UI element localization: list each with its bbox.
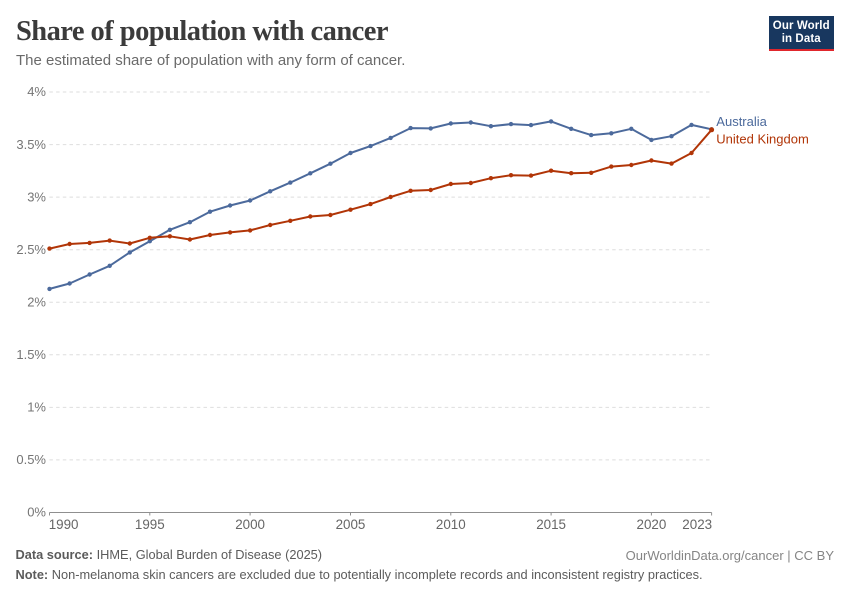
svg-text:2005: 2005 <box>336 517 366 532</box>
svg-text:Australia: Australia <box>716 114 767 129</box>
svg-text:2%: 2% <box>27 294 46 309</box>
svg-text:2010: 2010 <box>436 517 466 532</box>
svg-text:2023: 2023 <box>682 517 712 532</box>
svg-text:2000: 2000 <box>235 517 265 532</box>
svg-text:4%: 4% <box>27 84 46 99</box>
svg-text:United Kingdom: United Kingdom <box>716 132 809 147</box>
svg-text:2.5%: 2.5% <box>16 242 46 257</box>
svg-text:2015: 2015 <box>536 517 566 532</box>
svg-text:1990: 1990 <box>49 517 79 532</box>
svg-text:1995: 1995 <box>135 517 165 532</box>
svg-text:0.5%: 0.5% <box>16 452 46 467</box>
svg-text:3%: 3% <box>27 189 46 204</box>
svg-text:1.5%: 1.5% <box>16 347 46 362</box>
svg-text:1%: 1% <box>27 400 46 415</box>
svg-text:2020: 2020 <box>637 517 667 532</box>
svg-text:0%: 0% <box>27 505 46 520</box>
svg-text:3.5%: 3.5% <box>16 137 46 152</box>
